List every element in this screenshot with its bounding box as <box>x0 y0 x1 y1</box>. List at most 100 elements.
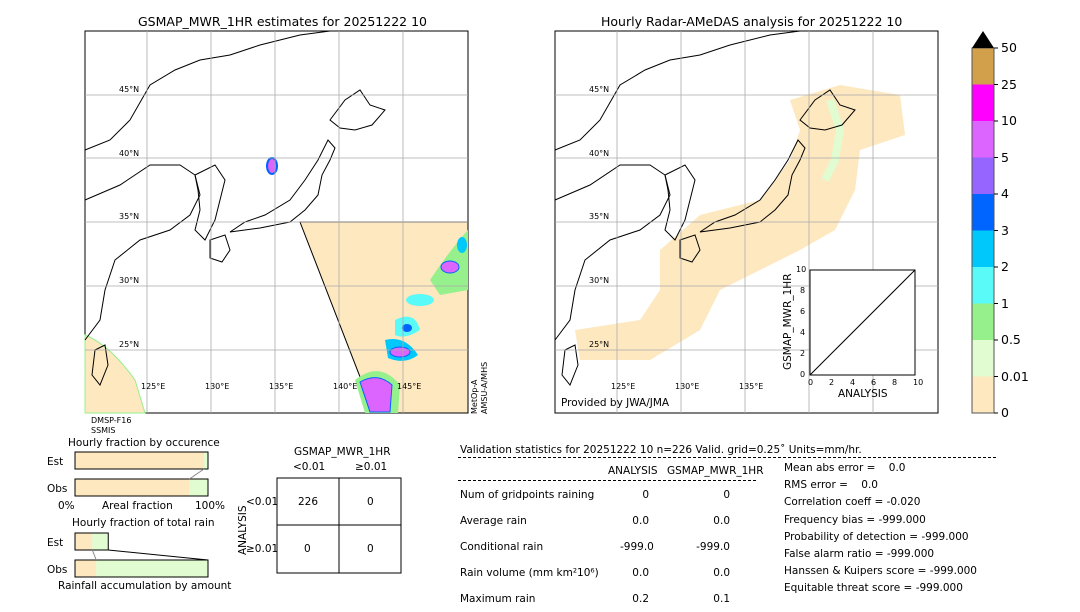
lat-label: 45°N <box>589 85 610 94</box>
contingency-title: GSMAP_MWR_1HR <box>294 446 391 458</box>
colorbar-tick-label: 3 <box>1001 222 1009 238</box>
score-line: Correlation coeff = -0.020 <box>784 496 921 509</box>
colorbar-extend-arrow <box>972 31 994 48</box>
total-rain-xlabel: Rainfall accumulation by amount <box>58 580 232 592</box>
inset-xlabel: ANALYSIS <box>838 388 888 400</box>
colorbar-segment <box>972 230 994 267</box>
row-header: <0.01 <box>246 496 279 508</box>
swath-area-west <box>84 334 146 414</box>
colorbar-tick-label: 25 <box>1001 76 1017 92</box>
stat-analysis-value: 0 <box>642 489 649 501</box>
inset-ylabel: GSMAP_MWR_1HR <box>782 273 794 370</box>
lat-label: 25°N <box>119 340 140 349</box>
colorbar-tick-label: 2 <box>1001 259 1009 274</box>
stat-label: Rain volume (mm km²10⁶) <box>460 567 599 579</box>
right-map-title: Hourly Radar-AMeDAS analysis for 2025122… <box>601 14 903 29</box>
bar-above <box>92 533 109 550</box>
colorbar-segment <box>972 340 994 377</box>
score-line: Probability of detection = -999.000 <box>784 530 969 543</box>
stats-col-analysis: ANALYSIS <box>608 465 658 477</box>
stat-gsmap-value: 0.0 <box>713 567 730 579</box>
colorbar-tick-label: 50 <box>1001 40 1017 55</box>
inset-y-tick: 2 <box>800 349 806 358</box>
lat-label: 30°N <box>589 276 610 285</box>
stat-analysis-value: 0.0 <box>632 567 649 579</box>
cell: 226 <box>298 496 319 508</box>
inset-y-tick: 0 <box>800 370 806 379</box>
colorbar-tick-label: 4 <box>1001 186 1009 201</box>
inset-x-tick: 2 <box>829 378 835 387</box>
col-header: <0.01 <box>293 461 326 473</box>
lon-label: 125°E <box>141 382 166 391</box>
graticule <box>85 31 468 413</box>
stat-gsmap-value: -999.0 <box>696 541 730 553</box>
inset-y-tick: 10 <box>796 265 807 274</box>
bar-below <box>75 479 190 496</box>
xlabel-right: 100% <box>195 500 226 512</box>
lon-label: 125°E <box>611 382 636 391</box>
colorbar-tick-label: 0 <box>1001 405 1009 420</box>
lon-label: 145°E <box>397 382 422 391</box>
inset-x-tick: 4 <box>850 378 856 387</box>
colorbar-segment <box>972 194 994 231</box>
inset-x-tick: 10 <box>913 378 924 387</box>
colorbar-segment <box>972 48 994 85</box>
lon-label: 135°E <box>739 382 764 391</box>
lon-label: 135°E <box>269 382 294 391</box>
colorbar <box>971 31 998 414</box>
analysis-area <box>575 85 905 360</box>
lat-label: 25°N <box>589 340 610 349</box>
stat-analysis-value: 0.0 <box>632 515 649 527</box>
colorbar-segment <box>972 303 994 340</box>
inset-y-tick: 6 <box>800 307 806 316</box>
score-line: Frequency bias = -999.000 <box>784 513 926 526</box>
lat-label: 40°N <box>119 149 140 158</box>
stats-header: Validation statistics for 20251222 10 n=… <box>460 444 862 456</box>
row-label-obs: Obs <box>47 564 68 576</box>
left-map <box>84 30 469 414</box>
total-rain-title: Hourly fraction of total rain <box>72 517 215 529</box>
occurrence-title: Hourly fraction by occurence <box>68 437 220 449</box>
colorbar-tick-label: 0.5 <box>1001 332 1021 347</box>
bar-above <box>96 560 208 577</box>
stat-analysis-value: 0.2 <box>632 593 649 605</box>
lat-label: 40°N <box>589 149 610 158</box>
lat-label: 30°N <box>119 276 140 285</box>
inset-x-tick: 6 <box>871 378 877 387</box>
stats-col-gsmap: GSMAP_MWR_1HR <box>667 465 764 477</box>
inset-x-tick: 8 <box>892 378 898 387</box>
colorbar-tick-label: 10 <box>1001 113 1017 128</box>
stat-label: Maximum rain <box>460 593 536 605</box>
colorbar-segment <box>972 157 994 194</box>
colorbar-segment <box>972 121 994 158</box>
inset-x-tick: 0 <box>808 378 814 387</box>
left-map-title: GSMAP_MWR_1HR estimates for 20251222 10 <box>138 14 427 29</box>
row-label-est: Est <box>47 456 64 468</box>
lon-label: 140°E <box>333 382 358 391</box>
credit-text: Provided by JWA/JMA <box>561 397 670 409</box>
col-header: ≥0.01 <box>355 461 388 473</box>
score-line: Hanssen & Kuipers score = -999.000 <box>784 565 977 578</box>
cell: 0 <box>304 543 311 555</box>
lat-label: 35°N <box>119 212 140 221</box>
score-line: Mean abs error = 0.0 <box>784 462 906 474</box>
sensor-label-right: MetOp-A AMSU-A/MHS <box>470 361 489 414</box>
xlabel-left: 0% <box>58 500 75 512</box>
stat-gsmap-value: 0 <box>723 489 730 501</box>
colorbar-segment <box>972 376 994 413</box>
row-label-est: Est <box>47 537 64 549</box>
stat-label: Average rain <box>460 515 527 527</box>
colorbar-tick-label: 5 <box>1001 149 1009 165</box>
lat-label: 35°N <box>589 212 610 221</box>
stat-analysis-value: -999.0 <box>620 541 654 553</box>
lon-label: 130°E <box>675 382 700 391</box>
stat-gsmap-value: 0.0 <box>713 515 730 527</box>
right-map <box>554 30 939 414</box>
stat-gsmap-value: 0.1 <box>713 593 730 605</box>
bar-below <box>75 452 205 469</box>
bar-below <box>75 533 93 550</box>
xlabel-center: Areal fraction <box>102 500 173 512</box>
total-rain-chart <box>74 532 209 578</box>
cell: 0 <box>367 496 374 508</box>
